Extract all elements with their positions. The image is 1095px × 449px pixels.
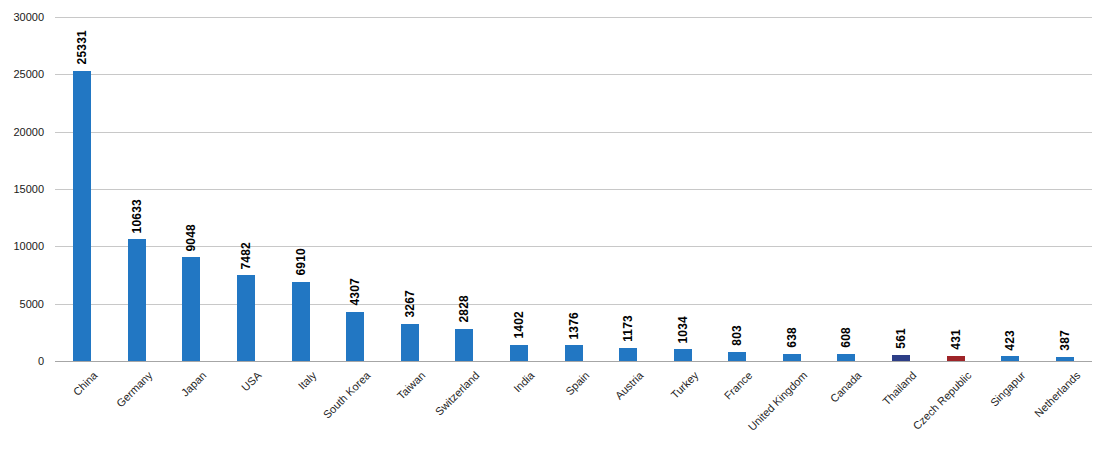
y-tick-label: 0 — [0, 354, 44, 368]
x-category-label: Netherlands — [1032, 369, 1082, 419]
x-category-label: Taiwan — [395, 369, 428, 402]
x-category-label: Canada — [828, 369, 864, 405]
bar — [783, 354, 801, 361]
bar-value-label: 1173 — [621, 315, 635, 342]
gridline — [55, 189, 1092, 190]
x-category-label: Turkey — [668, 369, 700, 401]
x-category-label: France — [722, 369, 755, 402]
y-tick-label: 5000 — [0, 297, 44, 311]
bar — [1056, 357, 1074, 361]
bar — [73, 71, 91, 361]
bar-chart: 0 5000 10000 15000 20000 25000 30000 25331 China… — [0, 0, 1095, 449]
x-category-label: United Kingdom — [745, 369, 809, 433]
x-category-label: Thailand — [880, 369, 918, 407]
gridline — [55, 246, 1092, 247]
bar — [346, 312, 364, 361]
y-tick-label: 30000 — [0, 10, 44, 24]
y-tick-label: 25000 — [0, 67, 44, 81]
bar — [892, 355, 910, 361]
bar-value-label: 1376 — [567, 312, 581, 340]
bar — [1001, 356, 1019, 361]
bar-value-label: 3267 — [403, 290, 417, 318]
bar — [237, 275, 255, 361]
bar-value-label: 387 — [1058, 330, 1072, 351]
bar — [128, 239, 146, 361]
bar — [947, 356, 965, 361]
bar-value-label: 7482 — [239, 242, 253, 270]
bar — [837, 354, 855, 361]
bar-value-label: 9048 — [184, 224, 198, 252]
bar — [401, 324, 419, 361]
x-category-label: Spain — [563, 369, 591, 397]
y-tick-label: 15000 — [0, 182, 44, 196]
bar — [619, 348, 637, 361]
bar-value-label: 803 — [730, 325, 744, 346]
bar-value-label: 10633 — [130, 199, 144, 233]
bar — [292, 282, 310, 361]
bar-value-label: 1034 — [676, 316, 690, 344]
bar-value-label: 431 — [949, 329, 963, 350]
bar-value-label: 4307 — [348, 278, 362, 306]
bar — [728, 352, 746, 361]
y-tick-label: 20000 — [0, 125, 44, 139]
x-category-label: USA — [239, 369, 263, 393]
bar — [510, 345, 528, 361]
x-axis-line — [55, 361, 1092, 362]
bar-value-label: 25331 — [75, 30, 89, 64]
bar-value-label: 423 — [1003, 330, 1017, 351]
x-category-label: India — [511, 369, 536, 394]
x-category-label: Czech Republic — [910, 369, 973, 432]
x-category-label: South Korea — [321, 369, 373, 421]
bar — [455, 329, 473, 361]
bar-value-label: 2828 — [457, 295, 471, 323]
x-category-label: Switzerland — [433, 369, 482, 418]
y-tick-label: 10000 — [0, 239, 44, 253]
x-category-label: Germany — [114, 369, 154, 409]
x-category-label: Japan — [179, 369, 209, 399]
bar — [182, 257, 200, 361]
bar — [674, 349, 692, 361]
x-category-label: Austria — [613, 369, 646, 402]
bar-value-label: 638 — [785, 327, 799, 348]
gridline — [55, 74, 1092, 75]
bar-value-label: 6910 — [294, 248, 308, 276]
gridline — [55, 304, 1092, 305]
bar-value-label: 561 — [894, 328, 908, 349]
bar-value-label: 608 — [839, 327, 853, 348]
bar-value-label: 1402 — [512, 311, 526, 339]
x-category-label: Italy — [295, 369, 318, 392]
bar — [565, 345, 583, 361]
x-category-label: China — [71, 369, 100, 398]
gridline — [55, 17, 1092, 18]
x-category-label: Singapur — [988, 369, 1028, 409]
gridline — [55, 132, 1092, 133]
